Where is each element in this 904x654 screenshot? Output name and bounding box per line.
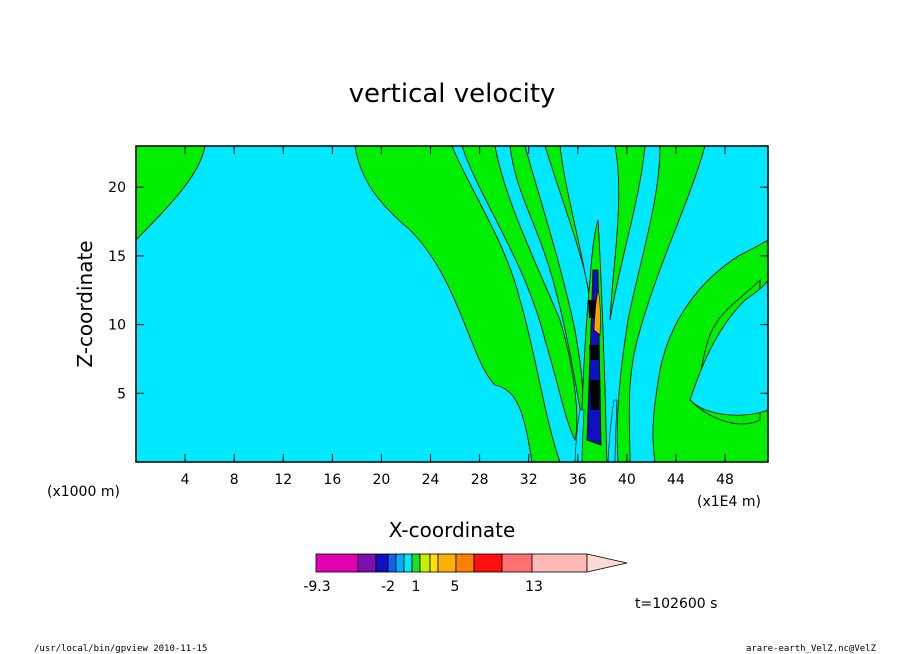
time-label: t=102600 s bbox=[635, 596, 717, 612]
x-tick-label: 8 bbox=[230, 472, 239, 488]
x-tick-label: 44 bbox=[667, 472, 685, 488]
colorbar-swatch bbox=[315, 553, 359, 573]
x-tick-label: 36 bbox=[569, 472, 587, 488]
colorbar-swatch bbox=[501, 553, 533, 573]
colorbar-labels: -9.3 -2 1 5 13 bbox=[303, 579, 543, 595]
x-scale-note-right: (x1E4 m) bbox=[697, 494, 761, 510]
colorbar-label: -2 bbox=[381, 579, 395, 595]
y-axis-label: Z-coordinate bbox=[73, 240, 97, 367]
colorbar bbox=[315, 553, 628, 573]
plot-frame bbox=[135, 145, 769, 463]
colorbar-label: 13 bbox=[525, 579, 543, 595]
y-tick-label: 5 bbox=[117, 386, 126, 402]
plot-area bbox=[135, 145, 769, 463]
x-tick-label: 4 bbox=[181, 472, 190, 488]
x-tick-label: 20 bbox=[373, 472, 391, 488]
colorbar-label: -9.3 bbox=[303, 579, 330, 595]
colorbar-swatch bbox=[437, 553, 457, 573]
colorbar-label: 1 bbox=[412, 579, 421, 595]
colorbar-swatch bbox=[429, 553, 439, 573]
colorbar-swatch bbox=[403, 553, 413, 573]
convective-core bbox=[574, 219, 618, 463]
y-tick-label: 15 bbox=[108, 249, 126, 265]
colorbar-swatch bbox=[411, 553, 421, 573]
colorbar-swatch bbox=[395, 553, 405, 573]
colorbar-swatch bbox=[375, 553, 389, 573]
chart-title: vertical velocity bbox=[349, 79, 556, 109]
x-tick-label: 12 bbox=[274, 472, 292, 488]
x-axis-label: X-coordinate bbox=[389, 518, 516, 542]
y-tick-label: 10 bbox=[108, 318, 126, 334]
colorbar-swatch bbox=[419, 553, 431, 573]
x-scale-note: (x1000 m) bbox=[47, 484, 120, 500]
colorbar-label: 5 bbox=[451, 579, 460, 595]
x-tick-label: 28 bbox=[471, 472, 489, 488]
x-tick-label: 48 bbox=[716, 472, 734, 488]
x-tick-label: 40 bbox=[618, 472, 636, 488]
x-tick-label: 16 bbox=[323, 472, 341, 488]
colorbar-swatch bbox=[531, 553, 588, 573]
y-axis: 5 10 15 20 bbox=[108, 180, 768, 402]
x-tick-label: 32 bbox=[520, 472, 538, 488]
colorbar-swatch bbox=[387, 553, 397, 573]
footer-right: arare-earth_VelZ.nc@VelZ bbox=[746, 644, 877, 654]
y-tick-label: 20 bbox=[108, 180, 126, 196]
x-tick-label: 24 bbox=[422, 472, 440, 488]
colorbar-swatch bbox=[357, 553, 377, 573]
footer-left: /usr/local/bin/gpview 2010-11-15 bbox=[34, 644, 207, 654]
colorbar-swatch bbox=[473, 553, 503, 573]
colorbar-swatch bbox=[455, 553, 475, 573]
colorbar-extension-arrow bbox=[586, 553, 628, 573]
x-axis: 4 8 12 16 20 24 28 32 36 40 44 48 bbox=[181, 146, 734, 488]
